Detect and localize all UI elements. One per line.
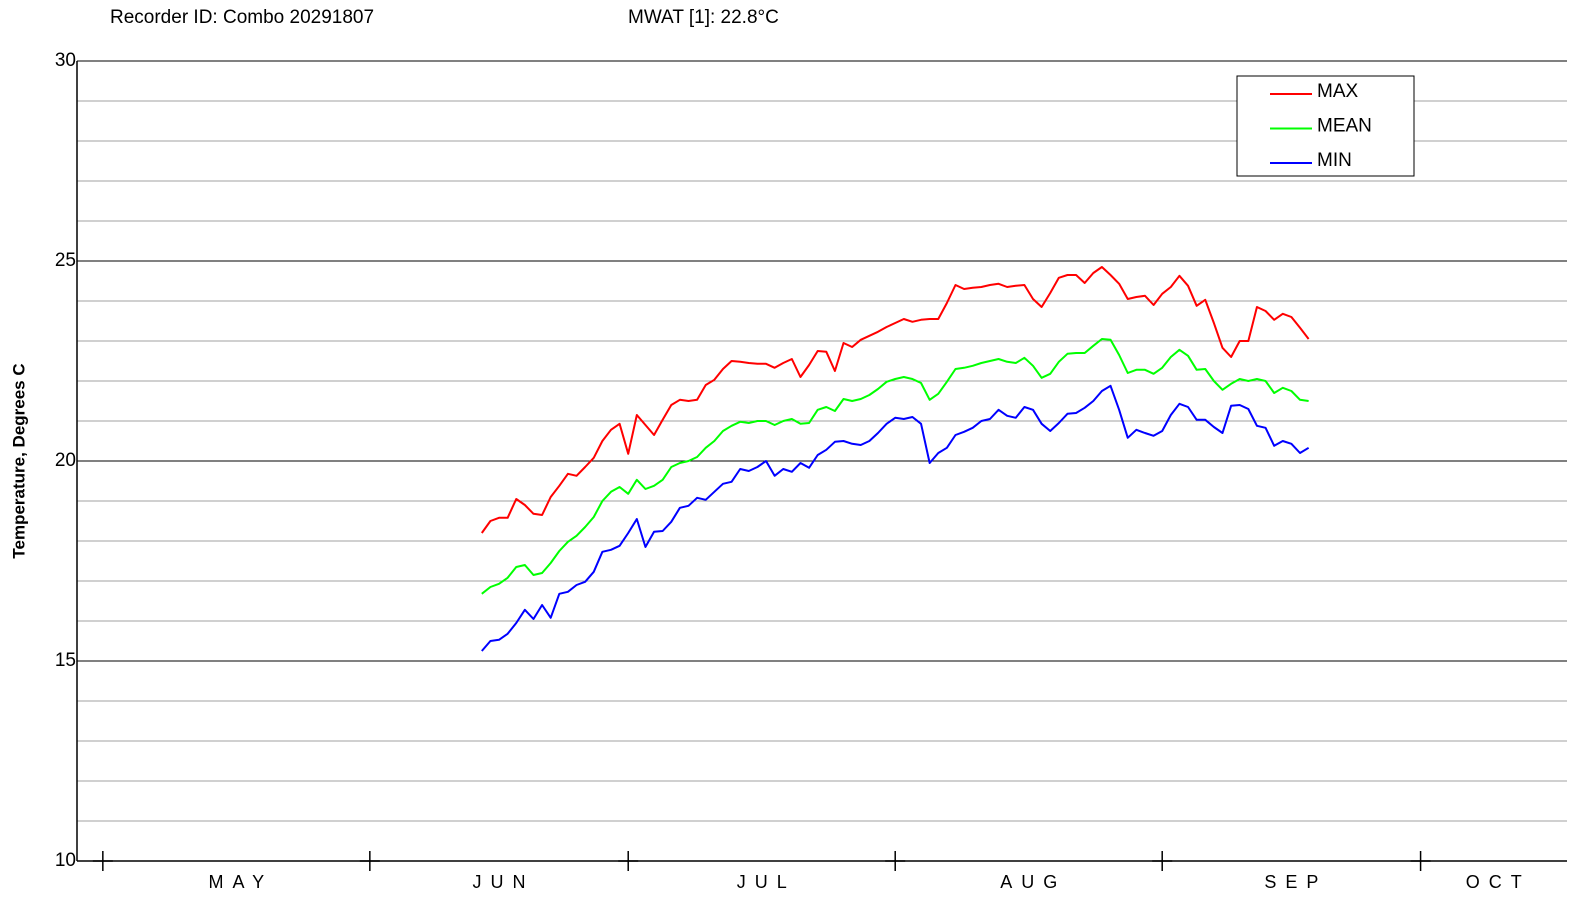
y-tick-label: 15 — [55, 650, 76, 671]
legend-label: MEAN — [1317, 116, 1372, 137]
y-tick-label: 25 — [55, 250, 76, 271]
legend-label: MIN — [1317, 150, 1352, 171]
x-tick-label: SEP — [1264, 872, 1327, 892]
x-tick-label: AUG — [1000, 872, 1066, 892]
y-tick-label: 10 — [55, 850, 76, 871]
y-tick-label: 30 — [55, 50, 76, 71]
chart-subtitle: MWAT [1]: 22.8°C — [628, 7, 779, 28]
x-tick-label: JUN — [473, 872, 535, 892]
y-axis-label: Temperature, Degrees C — [9, 363, 28, 558]
chart-title: Recorder ID: Combo 20291807 — [110, 7, 374, 28]
legend-box — [1236, 75, 1415, 177]
series-line — [480, 266, 1310, 534]
legend-label: MAX — [1317, 81, 1359, 102]
x-tick-label: OCT — [1466, 872, 1531, 892]
x-tick-label: JUL — [737, 872, 796, 892]
series-line — [481, 384, 1310, 652]
y-tick-label: 20 — [55, 450, 76, 471]
series-line — [481, 338, 1309, 595]
x-tick-label: MAY — [208, 872, 273, 892]
